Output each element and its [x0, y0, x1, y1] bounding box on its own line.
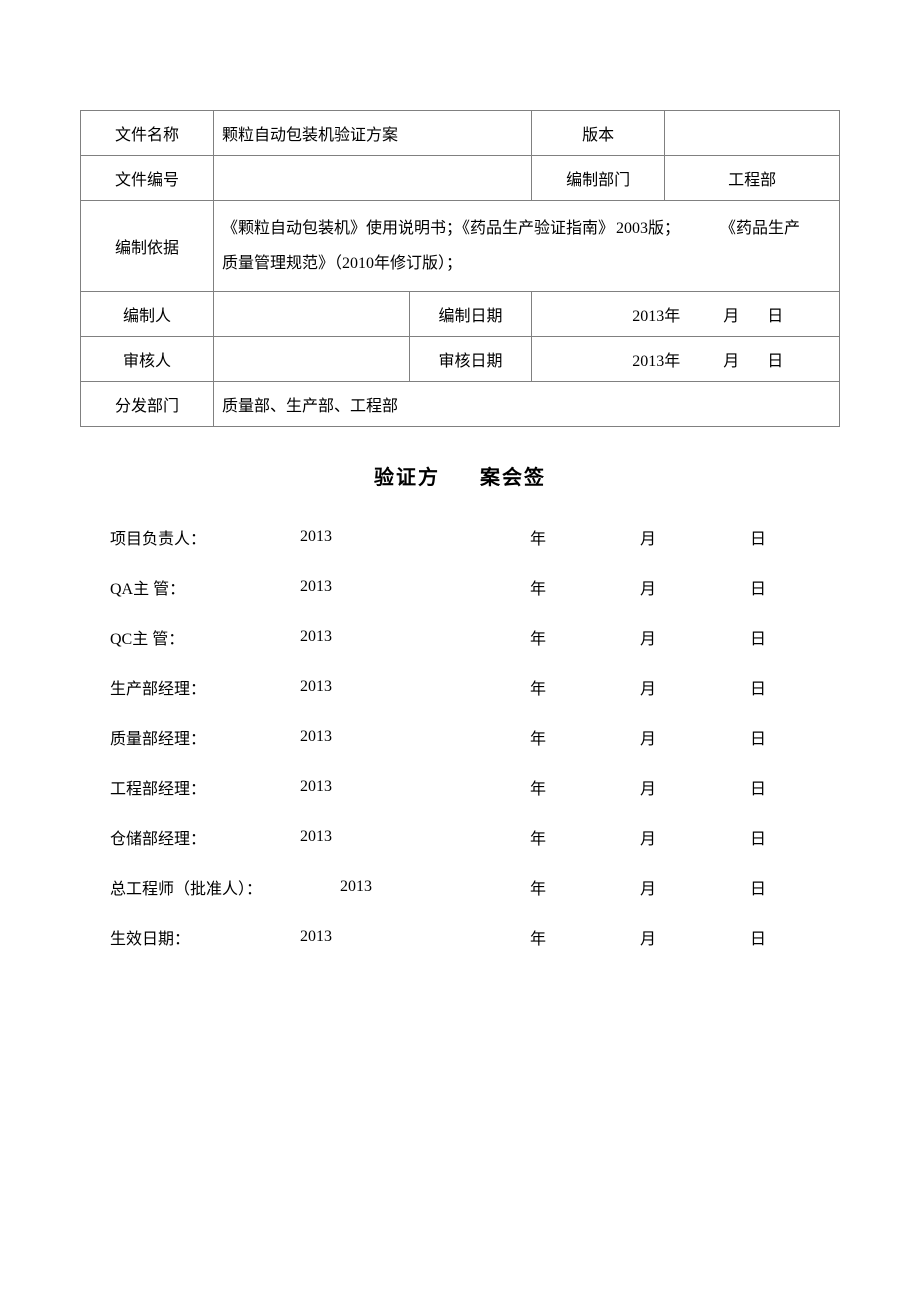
sign-day-unit: 日: [750, 825, 800, 849]
sign-role-label: QA主 管：: [110, 575, 300, 599]
sign-row-quality-mgr: 质量部经理： 2013 年 月 日: [110, 712, 810, 762]
label-file-no: 文件编号: [81, 156, 214, 201]
sign-year-unit: 年: [530, 875, 640, 899]
document-info-table: 文件名称 颗粒自动包装机验证方案 版本 文件编号 编制部门 工程部 编制依据 《…: [80, 110, 840, 427]
signoff-heading: 验证方案会签: [80, 461, 840, 490]
label-basis: 编制依据: [81, 201, 214, 292]
sign-row-project-lead: 项目负责人： 2013 年 月 日: [110, 512, 810, 562]
sign-row-qa: QA主 管： 2013 年 月 日: [110, 562, 810, 612]
sign-role-label: 质量部经理：: [110, 725, 300, 749]
sign-role-label: 项目负责人：: [110, 525, 300, 549]
sign-row-production-mgr: 生产部经理： 2013 年 月 日: [110, 662, 810, 712]
value-reviewer: [213, 337, 409, 382]
sign-year: 2013: [300, 578, 530, 596]
sign-role-label: 总工程师（批准人）：: [110, 875, 340, 899]
sign-day-unit: 日: [750, 725, 800, 749]
sign-month-unit: 月: [640, 725, 750, 749]
sign-row-qc: QC主 管： 2013 年 月 日: [110, 612, 810, 662]
sign-year-unit: 年: [530, 775, 640, 799]
sign-month-unit: 月: [640, 925, 750, 949]
sign-day-unit: 日: [750, 575, 800, 599]
basis-text-1a: 《颗粒自动包装机》使用说明书；《药品生产验证指南》: [222, 211, 612, 246]
sign-year-unit: 年: [530, 575, 640, 599]
label-dept: 编制部门: [532, 156, 665, 201]
sign-year: 2013: [300, 828, 530, 846]
sign-month-unit: 月: [640, 575, 750, 599]
sign-day-unit: 日: [750, 875, 800, 899]
value-author: [213, 292, 409, 337]
sign-year: 2013: [300, 528, 530, 546]
sign-year-unit: 年: [530, 725, 640, 749]
sign-role-label: 工程部经理：: [110, 775, 300, 799]
sign-year-unit: 年: [530, 675, 640, 699]
label-reviewer: 审核人: [81, 337, 214, 382]
sign-role-label: QC主 管：: [110, 625, 300, 649]
sign-day-unit: 日: [750, 775, 800, 799]
label-author: 编制人: [81, 292, 214, 337]
value-file-name: 颗粒自动包装机验证方案: [213, 111, 531, 156]
sign-month-unit: 月: [640, 875, 750, 899]
label-version: 版本: [532, 111, 665, 156]
sign-month-unit: 月: [640, 675, 750, 699]
sign-day-unit: 日: [750, 525, 800, 549]
sign-month-unit: 月: [640, 825, 750, 849]
label-reviewer-date: 审核日期: [409, 337, 531, 382]
sign-year: 2013: [300, 728, 530, 746]
sign-role-label: 仓储部经理：: [110, 825, 300, 849]
sign-year-unit: 年: [530, 925, 640, 949]
value-file-no: [213, 156, 531, 201]
value-dept: 工程部: [665, 156, 840, 201]
sign-row-chief-engineer: 总工程师（批准人）： 2013 年 月 日: [110, 862, 810, 912]
sign-role-label: 生产部经理：: [110, 675, 300, 699]
sign-year: 2013: [340, 878, 530, 896]
sign-row-warehouse-mgr: 仓储部经理： 2013 年 月 日: [110, 812, 810, 862]
signoff-block: 项目负责人： 2013 年 月 日 QA主 管： 2013 年 月 日 QC主 …: [110, 512, 810, 962]
sign-year: 2013: [300, 778, 530, 796]
sign-day-unit: 日: [750, 925, 800, 949]
label-distribution: 分发部门: [81, 382, 214, 427]
sign-month-unit: 月: [640, 625, 750, 649]
sign-month-unit: 月: [640, 775, 750, 799]
value-basis: 《颗粒自动包装机》使用说明书；《药品生产验证指南》 2003版； 《药品生产 质…: [213, 201, 839, 292]
value-reviewer-date: 2013年 月 日: [532, 337, 840, 382]
sign-year-unit: 年: [530, 625, 640, 649]
value-author-date: 2013年 月 日: [532, 292, 840, 337]
sign-row-effective-date: 生效日期： 2013 年 月 日: [110, 912, 810, 962]
sign-role-label: 生效日期：: [110, 925, 300, 949]
sign-year: 2013: [300, 928, 530, 946]
sign-year: 2013: [300, 678, 530, 696]
sign-row-engineering-mgr: 工程部经理： 2013 年 月 日: [110, 762, 810, 812]
sign-month-unit: 月: [640, 525, 750, 549]
label-author-date: 编制日期: [409, 292, 531, 337]
basis-text-1c: 《药品生产: [720, 220, 800, 237]
label-file-name: 文件名称: [81, 111, 214, 156]
value-distribution: 质量部、生产部、工程部: [213, 382, 839, 427]
sign-year: 2013: [300, 628, 530, 646]
sign-year-unit: 年: [530, 825, 640, 849]
basis-text-2: 质量管理规范》（2010年修订版）；: [222, 255, 462, 272]
value-version: [665, 111, 840, 156]
basis-text-1b: 2003版；: [616, 211, 716, 246]
sign-day-unit: 日: [750, 625, 800, 649]
sign-day-unit: 日: [750, 675, 800, 699]
sign-year-unit: 年: [530, 525, 640, 549]
